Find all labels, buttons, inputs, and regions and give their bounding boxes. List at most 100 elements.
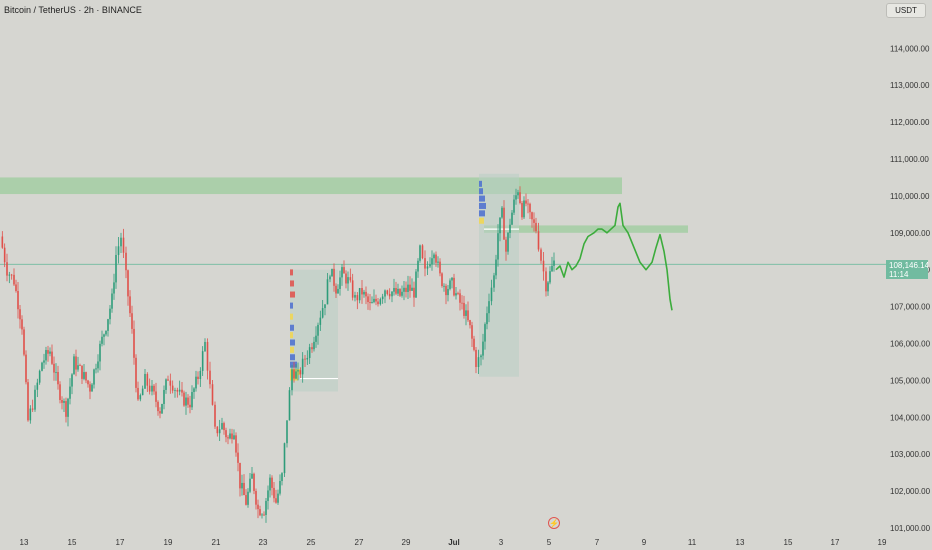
candle	[354, 295, 356, 298]
x-tick-label: 15	[68, 538, 77, 547]
zones	[0, 173, 688, 392]
candle	[437, 261, 439, 263]
currency-button[interactable]: USDT	[886, 3, 926, 18]
candle	[133, 328, 135, 358]
candle	[488, 301, 490, 314]
volume-profile-bar	[290, 269, 293, 276]
candle	[10, 274, 13, 276]
candle	[553, 260, 555, 266]
x-tick-label: 19	[878, 538, 887, 547]
candle	[201, 351, 204, 371]
candle	[424, 258, 426, 269]
candle	[431, 258, 433, 265]
candle	[381, 296, 384, 300]
candle	[493, 275, 495, 288]
candle	[409, 284, 411, 291]
candle	[455, 293, 457, 296]
candle	[141, 388, 144, 396]
candle	[529, 203, 531, 213]
candle	[176, 389, 179, 392]
last-price-tag: 108,146.14 11:14	[886, 260, 929, 279]
candle	[51, 351, 53, 364]
candle	[361, 287, 363, 295]
candle	[365, 291, 367, 297]
candle	[343, 267, 345, 274]
candle	[111, 293, 113, 309]
candle	[41, 362, 43, 371]
candle	[517, 192, 519, 196]
candle	[233, 435, 235, 440]
volume-profile-bar	[290, 354, 295, 361]
candle	[218, 429, 221, 434]
candle	[73, 356, 75, 375]
candle	[525, 200, 527, 204]
volume-profile-bar	[290, 302, 293, 309]
candle	[283, 443, 286, 474]
candle	[490, 287, 493, 302]
volume-profile-bar	[290, 339, 295, 346]
candle	[429, 264, 431, 267]
candle	[533, 219, 535, 223]
candle	[6, 262, 8, 276]
candle	[331, 268, 333, 277]
candle	[57, 371, 59, 385]
candle	[411, 287, 413, 291]
y-tick-label: 103,000.00	[890, 450, 931, 459]
candle	[34, 389, 36, 410]
volume-profile-bar	[290, 313, 293, 320]
candle	[120, 237, 122, 247]
candle	[211, 384, 214, 405]
candle	[235, 435, 237, 453]
candle	[304, 358, 306, 360]
candle	[25, 354, 27, 383]
candle	[341, 267, 343, 278]
x-tick-label: 23	[259, 538, 268, 547]
candle	[129, 296, 131, 314]
candle	[109, 308, 111, 320]
candle	[148, 385, 151, 392]
volume-profile-bar	[290, 291, 295, 298]
candle	[527, 203, 529, 205]
candle	[441, 273, 443, 287]
candle	[174, 389, 176, 391]
candle	[519, 192, 521, 204]
lightning-icon[interactable]: ⚡	[548, 517, 560, 529]
candle	[191, 392, 193, 408]
candle	[113, 282, 115, 294]
candle	[473, 338, 475, 350]
candle	[225, 430, 227, 438]
candle	[511, 212, 513, 225]
candle	[107, 319, 109, 331]
candle	[358, 287, 361, 301]
candle	[91, 384, 93, 392]
candle	[199, 370, 202, 380]
x-tick-label: 13	[20, 538, 29, 547]
volume-profile-bar	[479, 188, 483, 195]
candle	[549, 271, 551, 283]
x-tick-label: 15	[784, 538, 793, 547]
x-tick-label: Jul	[448, 538, 460, 547]
candle	[540, 249, 542, 261]
candle	[495, 259, 497, 276]
candle	[326, 279, 329, 305]
candle	[255, 490, 257, 505]
volume-profile-bar	[290, 280, 294, 287]
candle	[229, 433, 231, 439]
candle	[253, 473, 255, 491]
candle	[77, 365, 79, 370]
candle	[38, 370, 41, 383]
candle	[216, 426, 219, 434]
candle	[29, 408, 32, 421]
candle	[306, 357, 309, 360]
candle	[443, 285, 445, 287]
candle	[163, 389, 165, 404]
volume-profile-bar	[479, 180, 482, 187]
candle	[85, 372, 87, 381]
candle	[15, 284, 17, 291]
candle	[379, 299, 382, 305]
y-tick-label: 111,000.00	[890, 155, 929, 164]
x-tick-label: 3	[499, 538, 504, 547]
candle	[367, 296, 369, 303]
y-axis: 101,000.00 102,000.00 103,000.00 104,000.00…	[890, 44, 931, 533]
